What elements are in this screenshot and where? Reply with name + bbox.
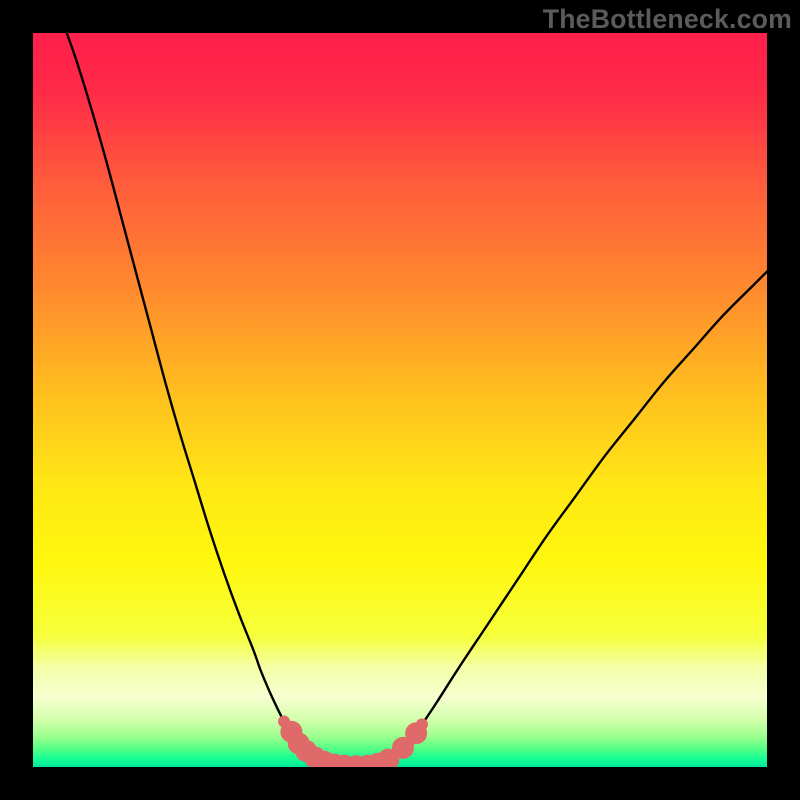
curve-left	[67, 33, 356, 766]
curve-right	[356, 272, 767, 767]
data-marker	[416, 718, 428, 730]
plot-area	[33, 33, 767, 767]
bottleneck-curve	[33, 33, 767, 767]
watermark-label: TheBottleneck.com	[543, 4, 792, 35]
chart-stage: TheBottleneck.com	[0, 0, 800, 800]
